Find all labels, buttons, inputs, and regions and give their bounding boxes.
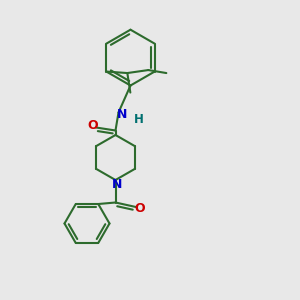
Text: N: N <box>112 178 122 191</box>
Text: H: H <box>134 112 144 126</box>
Text: O: O <box>135 202 146 215</box>
Text: N: N <box>117 107 128 121</box>
Text: O: O <box>87 118 98 132</box>
